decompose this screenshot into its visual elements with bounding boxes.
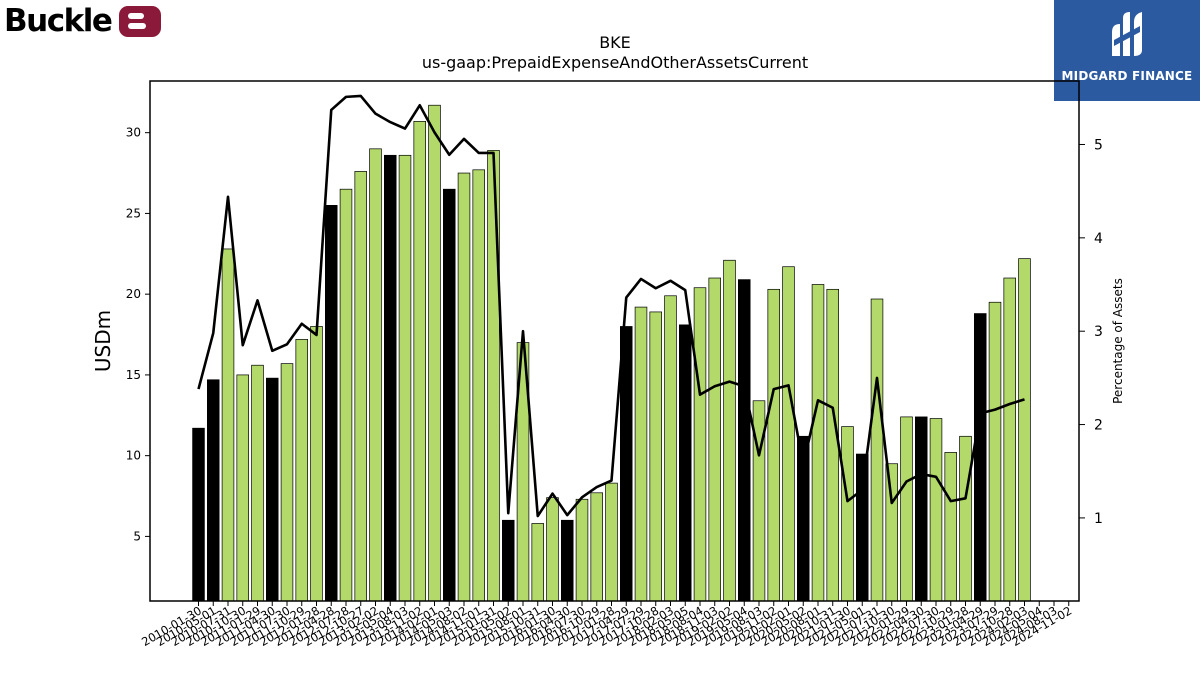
- bar: [575, 498, 589, 602]
- bar: [457, 172, 471, 602]
- buckle-logo-text: Buckle: [4, 3, 113, 39]
- bar: [428, 104, 441, 602]
- bar: [914, 416, 928, 602]
- bar: [664, 295, 677, 602]
- bar: [605, 482, 618, 602]
- y2-axis-label: Percentage of Assets: [1111, 278, 1125, 404]
- y-tick-label: 10: [126, 449, 141, 463]
- bar: [221, 248, 235, 602]
- buckle-b-mark-icon: [119, 5, 162, 37]
- bar: [841, 426, 854, 602]
- midgard-logo-text: MIDGARD FINANCE: [1061, 69, 1193, 83]
- chart-title: BKE: [599, 33, 631, 52]
- y2-tick-label: 3: [1094, 324, 1103, 340]
- bar: [502, 519, 515, 602]
- y2-tick-label: 2: [1094, 418, 1103, 434]
- y2-tick-label: 1: [1094, 511, 1103, 527]
- chart-subtitle: us-gaap:PrepaidExpenseAndOtherAssetsCurr…: [422, 53, 808, 72]
- bar: [236, 374, 250, 602]
- percentage-line: [197, 94, 1025, 518]
- y-tick-label: 25: [126, 206, 141, 220]
- x-axis: 2010-01-302010-05-012010-07-312010-10-30…: [139, 601, 1074, 649]
- y-axis-left: 5 10 15 20 25 30: [126, 126, 150, 543]
- bar: [443, 188, 456, 602]
- bar: [619, 326, 633, 602]
- bar: [929, 418, 943, 602]
- y-tick-label: 20: [126, 287, 141, 301]
- plot-frame: [149, 80, 1080, 602]
- bar: [988, 301, 1002, 602]
- bar: [546, 497, 559, 602]
- y-tick-label: 30: [126, 126, 141, 140]
- bar: [384, 154, 397, 602]
- y2-tick-label: 4: [1094, 231, 1103, 247]
- bar: [723, 259, 736, 602]
- bar: [708, 277, 721, 602]
- bar: [487, 150, 500, 602]
- bar: [1003, 277, 1016, 602]
- bar: [310, 326, 323, 602]
- bar: [398, 154, 412, 602]
- bar: [811, 284, 825, 602]
- bar: [413, 121, 427, 602]
- bar: [590, 492, 603, 602]
- bar: [531, 523, 544, 602]
- bar: [900, 416, 913, 602]
- bar: [959, 435, 972, 602]
- bar: [207, 379, 220, 602]
- bar: [472, 169, 486, 602]
- bar: [855, 453, 869, 602]
- line-series: [197, 94, 1025, 518]
- bar: [782, 266, 795, 602]
- bar: [295, 339, 309, 602]
- bar: [192, 427, 205, 602]
- bar: [280, 363, 294, 602]
- bar: [339, 188, 353, 602]
- bar-series: [192, 104, 1031, 602]
- bar: [737, 279, 751, 602]
- bar: [354, 171, 368, 602]
- y2-tick-label: 5: [1094, 137, 1103, 153]
- bar: [678, 324, 692, 602]
- bar: [944, 452, 957, 602]
- bar: [266, 377, 279, 602]
- bar: [325, 205, 338, 602]
- y-tick-label: 5: [133, 529, 141, 543]
- bar: [826, 288, 839, 602]
- buckle-logo: Buckle: [4, 3, 162, 39]
- bar: [767, 288, 780, 602]
- bar: [973, 313, 987, 602]
- bar: [870, 298, 884, 602]
- y-tick-label: 15: [126, 368, 141, 382]
- midgard-finance-logo: MIDGARD FINANCE: [1054, 0, 1200, 101]
- bar: [251, 364, 264, 602]
- bar: [693, 287, 707, 602]
- bar: [634, 306, 648, 602]
- bar: [369, 148, 382, 602]
- midgard-emblem-icon: [1112, 12, 1142, 56]
- bar: [885, 463, 898, 602]
- bar: [649, 311, 662, 602]
- bar: [560, 519, 574, 602]
- y-axis-right: 1 2 3 4 5: [1079, 137, 1103, 527]
- bar: [1018, 258, 1031, 602]
- y-axis-label: USDm: [91, 310, 115, 372]
